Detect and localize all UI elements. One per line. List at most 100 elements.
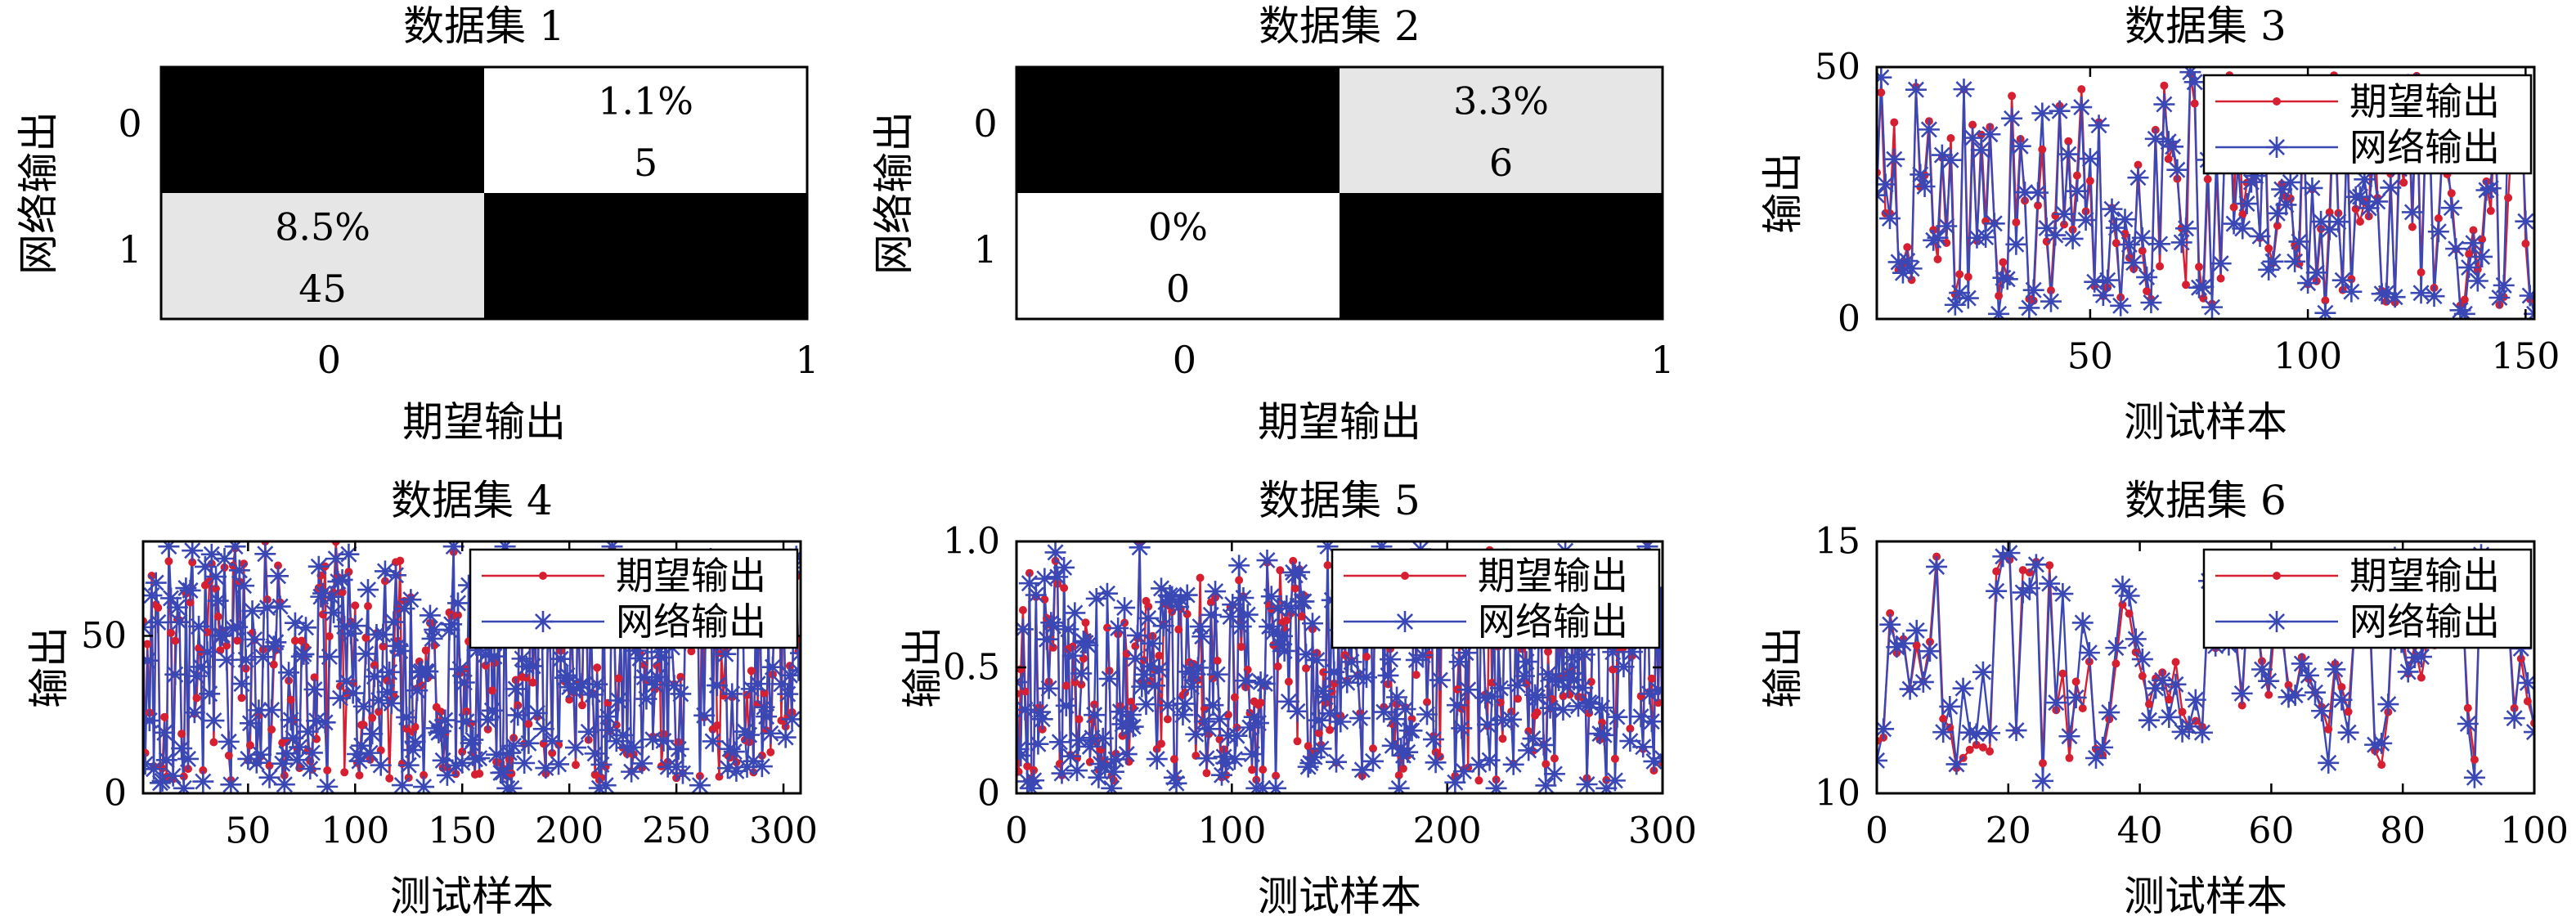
data-point-network — [456, 711, 478, 733]
data-point-network — [1323, 661, 1345, 683]
data-point-network — [1230, 616, 1252, 638]
data-point-network — [331, 568, 353, 590]
data-point-network — [451, 752, 473, 774]
data-point-network — [1632, 736, 1654, 758]
data-point-network — [297, 721, 319, 743]
data-point-network — [1405, 649, 1427, 671]
data-point-expected — [269, 660, 278, 669]
data-point-network — [1079, 735, 1101, 757]
data-point-network — [1576, 773, 1598, 793]
data-point-network — [1114, 597, 1136, 619]
data-point-network — [590, 753, 613, 775]
data-point-network — [338, 543, 360, 565]
data-point-network — [397, 754, 420, 776]
y-tick-label: 50 — [81, 615, 127, 657]
data-point-network — [312, 582, 334, 604]
data-point-network — [224, 541, 246, 558]
data-point-network — [1591, 697, 1613, 719]
data-point-expected — [1330, 679, 1339, 688]
data-point-network — [2423, 285, 2445, 308]
data-point-network — [2127, 167, 2149, 189]
data-point-network — [2045, 692, 2067, 714]
data-point-network — [166, 596, 188, 618]
data-point-network — [1476, 713, 1498, 735]
data-point-network — [644, 674, 666, 696]
data-point-network — [160, 587, 182, 609]
data-point-network — [1501, 708, 1523, 730]
data-point-expected — [319, 610, 327, 619]
data-point-network — [1394, 611, 1416, 632]
data-point-network — [2380, 177, 2402, 199]
data-point-expected — [2034, 201, 2042, 210]
data-point-network — [216, 649, 238, 671]
data-point-network — [164, 663, 186, 685]
data-point-network — [340, 622, 362, 644]
data-point-expected — [167, 628, 175, 637]
data-point-network — [1092, 727, 1114, 749]
data-point-expected — [640, 661, 648, 669]
y-tick-label: 50 — [1815, 47, 1860, 88]
data-point-network — [406, 680, 429, 702]
data-point-network — [1349, 707, 1371, 730]
data-point-network — [1945, 753, 1968, 775]
data-point-network — [581, 684, 604, 706]
data-point-expected — [1999, 258, 2008, 267]
data-point-network — [738, 724, 761, 746]
data-point-network — [1223, 748, 1245, 770]
data-point-network — [1168, 596, 1190, 618]
x-axis-label: 测试样本 — [1258, 873, 1421, 916]
data-point-network — [2397, 661, 2419, 683]
data-point-network — [2098, 702, 2120, 724]
matrix-cell — [161, 67, 484, 193]
data-point-network — [2118, 585, 2140, 607]
data-point-expected — [1070, 678, 1079, 687]
legend-marker-expected — [2273, 572, 2281, 580]
data-point-network — [385, 564, 407, 586]
data-point-network — [1222, 594, 1244, 616]
data-point-network — [1647, 679, 1663, 701]
data-point-expected — [2085, 177, 2094, 186]
data-point-network — [359, 742, 381, 764]
data-point-network — [196, 641, 218, 663]
data-point-expected — [1986, 747, 1995, 756]
data-point-network — [1878, 208, 1901, 230]
data-point-network — [2012, 581, 2034, 604]
data-point-network — [2318, 752, 2340, 774]
data-point-network — [1205, 581, 1227, 603]
x-tick-label: 40 — [2117, 810, 2163, 852]
data-point-network — [505, 678, 527, 700]
data-point-expected — [186, 598, 195, 607]
data-point-expected — [1933, 255, 1942, 263]
data-point-network — [1411, 644, 1434, 667]
chart-title: 数据集 3 — [2125, 2, 2287, 50]
data-point-network — [2044, 224, 2067, 246]
y-tick-label: 0 — [104, 773, 127, 815]
data-point-network — [1502, 753, 1524, 775]
cell-percent: 0% — [1148, 205, 1208, 249]
data-point-expected — [233, 636, 242, 645]
data-point-network — [541, 730, 563, 752]
data-point-network — [2337, 721, 2359, 743]
data-point-expected — [245, 741, 254, 750]
data-point-network — [1444, 771, 1466, 793]
data-point-network — [588, 777, 610, 793]
data-point-network — [514, 752, 536, 775]
data-point-network — [1914, 175, 1936, 197]
data-point-network — [1135, 694, 1157, 716]
data-point-expected — [1273, 662, 1282, 671]
data-point-network — [1877, 718, 1895, 740]
cell-count: 5 — [634, 141, 657, 185]
data-point-expected — [205, 577, 214, 586]
data-point-network — [2358, 197, 2380, 219]
data-point-network — [466, 639, 488, 661]
data-point-network — [1451, 717, 1473, 739]
data-point-network — [2005, 233, 2027, 255]
data-point-expected — [188, 558, 197, 567]
data-point-network — [1992, 546, 2014, 568]
data-point-network — [1604, 770, 1626, 792]
data-point-network — [374, 560, 396, 582]
data-point-network — [237, 748, 259, 770]
data-point-network — [725, 760, 747, 782]
data-point-network — [494, 541, 516, 558]
data-point-network — [220, 774, 242, 793]
